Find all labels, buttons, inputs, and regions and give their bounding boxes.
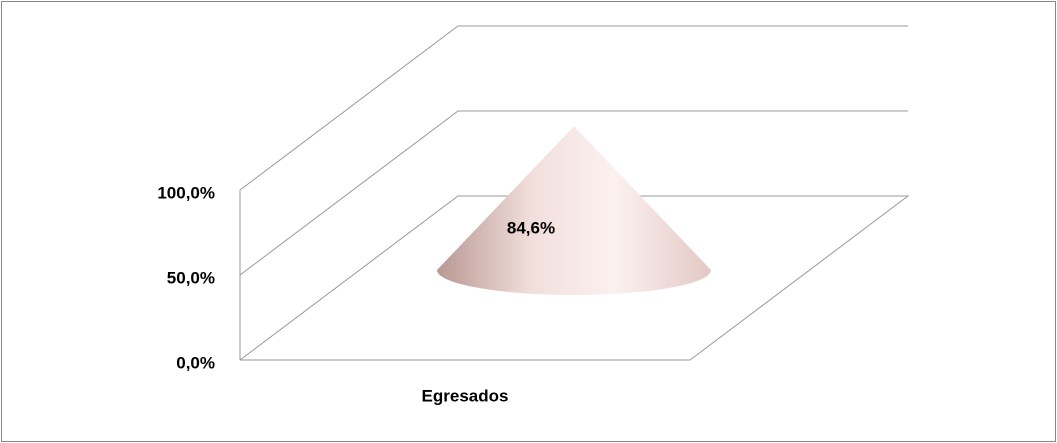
y-tick-label: 50,0% [167, 268, 215, 287]
cone [437, 126, 711, 296]
x-tick-label: Egresados [422, 386, 509, 405]
y-tick-label: 0,0% [176, 353, 215, 372]
y-tick-label: 100,0% [157, 183, 215, 202]
grid-line [239, 25, 908, 191]
grid-line [239, 110, 908, 276]
floor [239, 195, 910, 361]
data-label: 84,6% [507, 219, 555, 238]
